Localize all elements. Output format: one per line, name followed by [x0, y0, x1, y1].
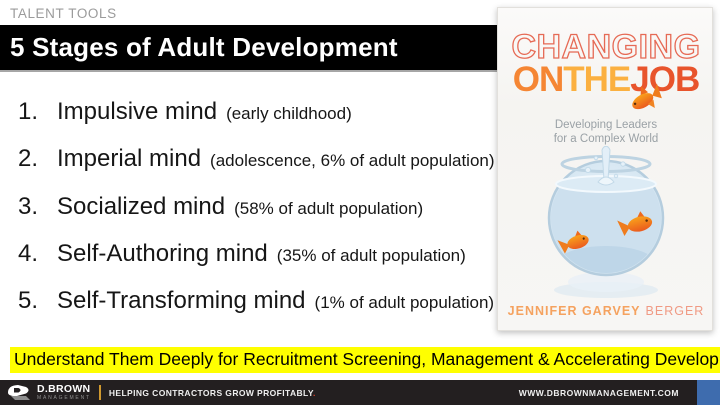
stage-detail: (1% of adult population)	[314, 293, 495, 313]
stage-term: Self-Transforming mind	[57, 287, 306, 315]
stage-detail: (35% of adult population)	[276, 245, 466, 265]
stage-term: Imperial mind	[57, 145, 202, 173]
stage-detail: (early childhood)	[226, 104, 352, 123]
book-title-line2: ONTHEJOB	[498, 60, 712, 100]
book-author-first: JENNIFER GARVEY	[507, 304, 641, 318]
book-subtitle-line1: Developing Leaders	[554, 119, 658, 131]
footer-tagline-period: .	[313, 387, 316, 398]
fishbowl-illustration	[547, 146, 665, 298]
title-banner: 5 Stages of Adult Development	[0, 25, 497, 72]
stage-term: Socialized mind	[57, 192, 226, 220]
stage-number: 2.	[18, 145, 39, 173]
book-subtitle-line2: for a Complex World	[553, 133, 659, 145]
dbrown-logo-icon	[8, 385, 30, 400]
eyebrow-label: TALENT TOOLS	[10, 6, 117, 21]
book-title-outline-text: CHANGING	[511, 28, 701, 66]
stage-item-3: 3. Socialized mind (58% of adult populat…	[0, 183, 495, 230]
goldfish-jumping-icon	[632, 83, 662, 110]
book-cover: CHANGING ONTHEJOB Developing Leaders for…	[497, 7, 713, 331]
book-subtitle: Developing Leaders for a Complex World	[498, 118, 712, 146]
footer-website: WWW.DBROWNMANAGEMENT.COM	[518, 387, 679, 398]
book-author-last: BERGER	[645, 304, 705, 318]
footer-tagline: HELPING CONTRACTORS GROW PROFITABLY.	[109, 388, 316, 398]
callout-highlight: Understand Them Deeply for Recruitment S…	[10, 347, 720, 373]
page-title: 5 Stages of Adult Development	[10, 32, 398, 62]
book-author: JENNIFER GARVEY BERGER	[498, 304, 712, 318]
footer-brand: D.BROWN MANAGEMENT	[37, 384, 91, 401]
stage-term: Self-Authoring mind	[57, 239, 268, 267]
stage-term: Impulsive mind	[57, 98, 218, 125]
footer-divider	[98, 385, 101, 400]
stage-number: 5.	[18, 287, 39, 315]
footer-bar: D.BROWN MANAGEMENT HELPING CONTRACTORS G…	[0, 380, 720, 405]
stage-number: 3.	[18, 192, 39, 220]
stage-item-4: 4. Self-Authoring mind (35% of adult pop…	[0, 230, 495, 277]
stage-number: 4.	[18, 239, 39, 267]
goldfish-right-icon	[617, 211, 653, 236]
stage-detail: (adolescence, 6% of adult population)	[210, 151, 495, 171]
stage-number: 1.	[18, 98, 39, 125]
book-title-on: ON	[512, 60, 564, 99]
stages-list: 1. Impulsive mind (early childhood) 2. I…	[0, 88, 495, 324]
footer-blue-accent	[697, 380, 720, 405]
book-title-the: THE	[563, 60, 631, 99]
stage-item-1: 1. Impulsive mind (early childhood)	[0, 88, 495, 135]
footer-brand-sub: MANAGEMENT	[37, 395, 91, 401]
stage-detail: (58% of adult population)	[234, 198, 424, 218]
footer-tagline-text: HELPING CONTRACTORS GROW PROFITABLY	[108, 387, 313, 398]
book-title-line1: CHANGING	[511, 28, 700, 66]
goldfish-left-icon	[557, 230, 589, 254]
stage-item-2: 2. Imperial mind (adolescence, 6% of adu…	[0, 135, 495, 182]
stage-item-5: 5. Self-Transforming mind (1% of adult p…	[0, 277, 495, 324]
footer-brand-name: D.BROWN	[37, 383, 91, 395]
